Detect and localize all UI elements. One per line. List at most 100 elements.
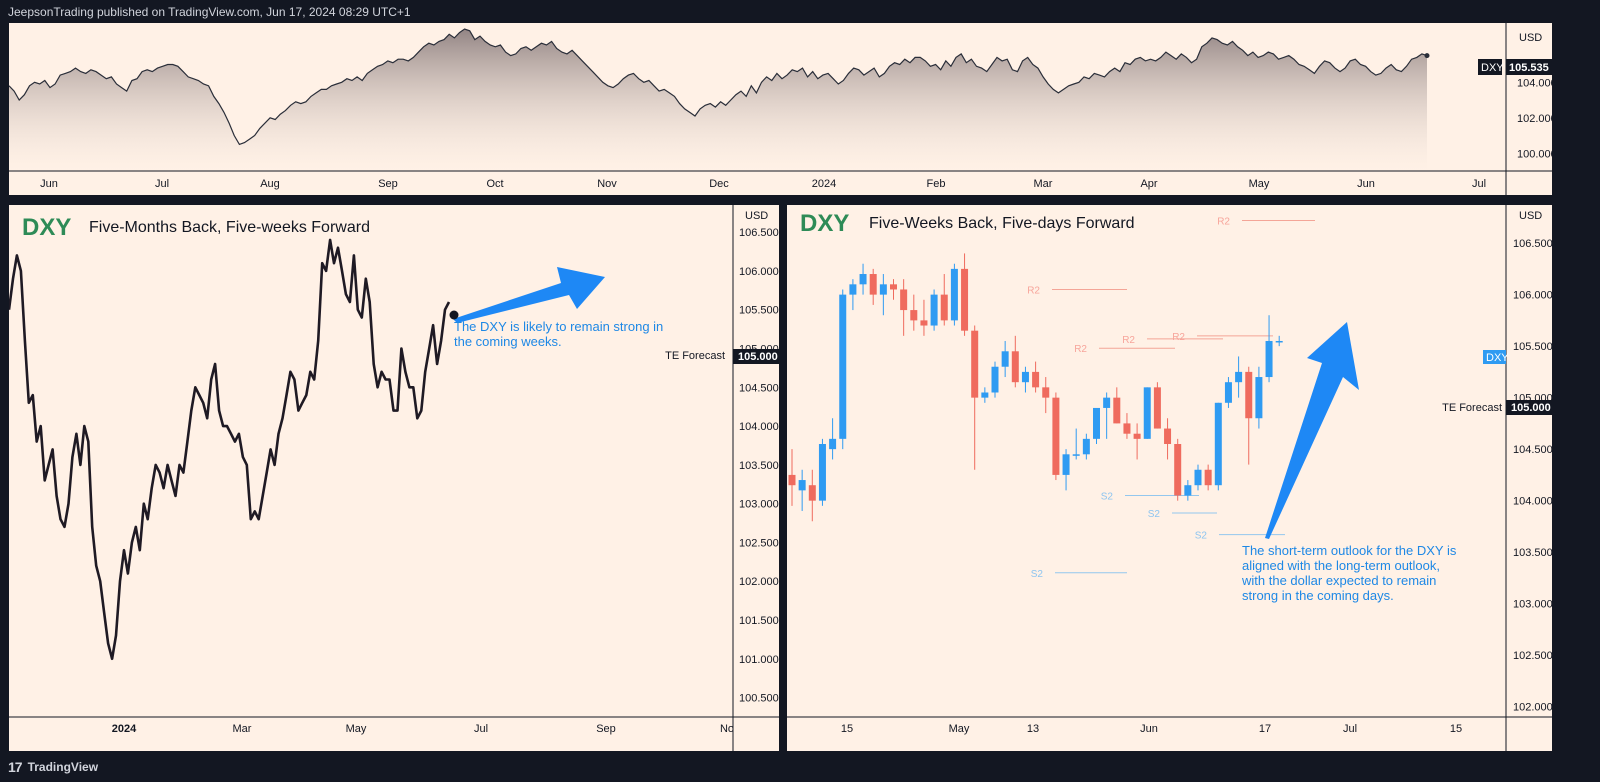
overview-y-tick: 100.000 [1517,148,1552,160]
five-months-y-tick: 106.000 [739,266,779,278]
candle-body [1235,371,1243,383]
candle-body [1021,371,1029,383]
five-months-x-tick: May [346,723,367,735]
overview-chart[interactable]: Jun Jul Aug Sep Oct Nov Dec 2024 Feb Mar Apr May Jun… [9,23,1552,195]
five-weeks-forecast-value: 105.000 [1511,402,1551,414]
pivot-label: R2 [1172,332,1185,343]
five-weeks-forecast-arrow [1265,322,1359,539]
five-months-x-tick: No [720,723,734,735]
tradingview-brand: TradingView [27,760,99,774]
candle-body [829,438,837,450]
candle-body [1093,407,1100,439]
five-months-y-tick: 106.500 [739,227,779,239]
five-months-chart-panel[interactable]: 2024 Mar May Jul Sep No 106.500 106.000 105.500… [8,204,780,752]
five-weeks-y-tick: 104.500 [1513,444,1552,456]
five-weeks-x-tick: Jul [1343,723,1357,735]
pivot-label: S2 [1101,492,1114,503]
overview-y-tick: 102.000 [1517,113,1552,125]
five-weeks-y-tick: 102.000 [1513,702,1552,714]
pivot-label: R2 [1027,285,1040,296]
five-weeks-y-tick: 104.000 [1513,496,1552,508]
overview-x-tick: Jul [155,178,169,190]
five-months-forecast-label: TE Forecast [665,350,725,362]
candle-body [1184,485,1192,496]
overview-x-tick: Oct [486,178,503,190]
five-months-series-line [9,238,451,661]
overview-last-value-tag: DXY 105.535 [1478,59,1552,75]
overview-area-fill [9,29,1427,171]
candle-body [991,366,999,393]
tradingview-logo-icon: 17 [8,759,23,775]
candle-body [940,294,948,321]
candle-body [859,274,867,285]
candle-body [981,392,989,398]
five-weeks-symbol-tag-text: DXY [1486,352,1509,364]
overview-x-tick: May [1249,178,1270,190]
overview-x-tick: Dec [709,178,729,190]
candle-body [1153,387,1161,429]
five-weeks-y-tick: 105.500 [1513,341,1552,353]
five-months-last-point [449,310,459,320]
candle-body [1265,340,1273,378]
pivot-label: S2 [1148,509,1161,520]
pivot-label: S2 [1031,569,1044,580]
candle-body [1082,438,1090,455]
five-months-annotation-line-1: The DXY is likely to remain strong in [454,319,663,334]
candle-body [1133,433,1141,439]
overview-x-tick: 2024 [812,178,836,190]
publisher-line: JeepsonTrading published on TradingView.… [8,5,411,19]
five-weeks-annotation-line-4: strong in the coming days. [1242,588,1394,603]
five-months-currency-label: USD [745,210,768,222]
five-weeks-x-tick: May [949,723,970,735]
five-weeks-y-tick: 106.500 [1513,238,1552,250]
candle-body [1204,469,1212,486]
candle-body [1174,444,1182,496]
five-months-chart[interactable]: 2024 Mar May Jul Sep No 106.500 106.000 105.500… [9,205,779,751]
candle-body [869,274,877,295]
pivot-label: R2 [1122,335,1135,346]
candle-body [798,480,806,491]
five-weeks-y-tick: 103.500 [1513,547,1552,559]
candle-body [1214,402,1222,486]
five-weeks-annotation-line-2: aligned with the long-term outlook, [1242,558,1440,573]
five-weeks-chart[interactable]: R2 R2 R2 R2 R2 S2 S2 S2 S2 15 May 13 Jun 17 Jul 15 106… [787,205,1552,751]
five-weeks-y-tick: 102.500 [1513,650,1552,662]
overview-chart-panel[interactable]: Jun Jul Aug Sep Oct Nov Dec 2024 Feb Mar Apr May Jun… [8,22,1553,196]
pivot-label: S2 [1195,531,1208,542]
candle-body [1194,469,1202,486]
five-months-x-tick: 2024 [112,723,137,735]
overview-x-tick: Feb [927,178,946,190]
overview-x-tick: Sep [378,178,398,190]
five-weeks-currency-label: USD [1519,210,1542,222]
candle-body [930,294,938,326]
candle-body [1164,428,1172,445]
five-weeks-annotation-line-3: with the dollar expected to remain [1241,573,1436,588]
candle-body [1103,397,1111,408]
five-weeks-x-tick: Jun [1140,723,1158,735]
candle-body [910,310,918,321]
five-weeks-x-tick: 17 [1259,723,1271,735]
five-months-title: Five-Months Back, Five-weeks Forward [89,219,370,236]
five-weeks-chart-panel[interactable]: R2 R2 R2 R2 R2 S2 S2 S2 S2 15 May 13 Jun 17 Jul 15 106… [786,204,1553,752]
candle-body [971,330,979,398]
pivot-label: R2 [1217,216,1230,227]
overview-x-tick: Nov [597,178,617,190]
candle-body [1072,454,1080,456]
candle-body [808,485,816,501]
candle-body [818,444,826,501]
candle-body [839,294,847,439]
five-weeks-forecast-label: TE Forecast [1442,402,1502,414]
candle-body [1255,377,1263,419]
five-weeks-annotation-line-1: The short-term outlook for the DXY is [1242,543,1457,558]
overview-last-value: 105.535 [1509,62,1549,74]
five-months-forecast-value: 105.000 [738,351,778,363]
five-months-annotation-line-2: the coming weeks. [454,334,562,349]
five-weeks-x-tick: 15 [841,723,853,735]
overview-currency-label: USD [1519,32,1542,44]
five-weeks-x-tick: 13 [1027,723,1039,735]
candle-body [1224,382,1232,403]
candle-body [1032,371,1040,388]
candle-body [920,320,928,326]
candle-body [1011,351,1019,383]
tradingview-footer[interactable]: 17 TradingView [8,756,98,778]
